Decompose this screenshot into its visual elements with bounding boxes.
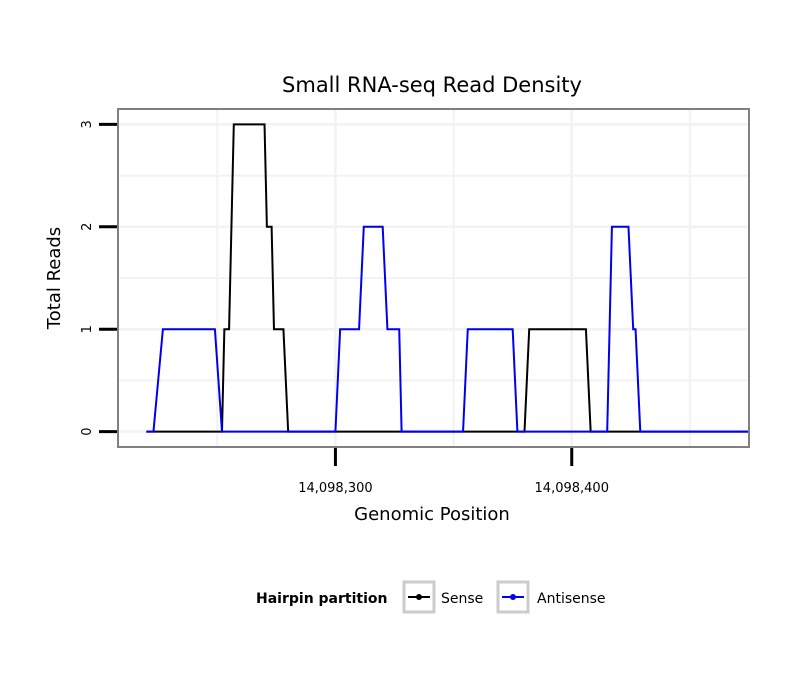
x-tick-label: 14,098,400 [535,481,609,496]
chart-title: Small RNA-seq Read Density [282,73,582,97]
legend: Hairpin partition Sense Antisense [256,580,606,614]
legend-item-antisense: Antisense [496,580,606,614]
legend-title: Hairpin partition [256,591,387,607]
legend-key-sense-point [416,594,422,600]
x-axis-title: Genomic Position [354,504,510,525]
legend-item-sense: Sense [402,580,483,614]
legend-label-sense: Sense [441,591,483,607]
y-tick-label: 3 [80,120,95,128]
series-line-sense [146,123,749,433]
y-tick-label: 0 [80,427,95,435]
series-lines [146,123,749,433]
legend-key-antisense-point [510,594,516,600]
plot-panel-border [117,108,750,448]
y-tick-label: 2 [80,223,95,231]
series-line-antisense [146,225,749,433]
y-tick-label: 1 [80,325,95,333]
x-tick-label: 14,098,300 [298,481,372,496]
y-axis: 0 1 2 3 [80,120,117,436]
x-axis: 14,098,300 14,098,400 [298,448,609,496]
grid [118,109,749,447]
legend-label-antisense: Antisense [537,591,606,607]
y-axis-title: Total Reads [44,227,65,330]
